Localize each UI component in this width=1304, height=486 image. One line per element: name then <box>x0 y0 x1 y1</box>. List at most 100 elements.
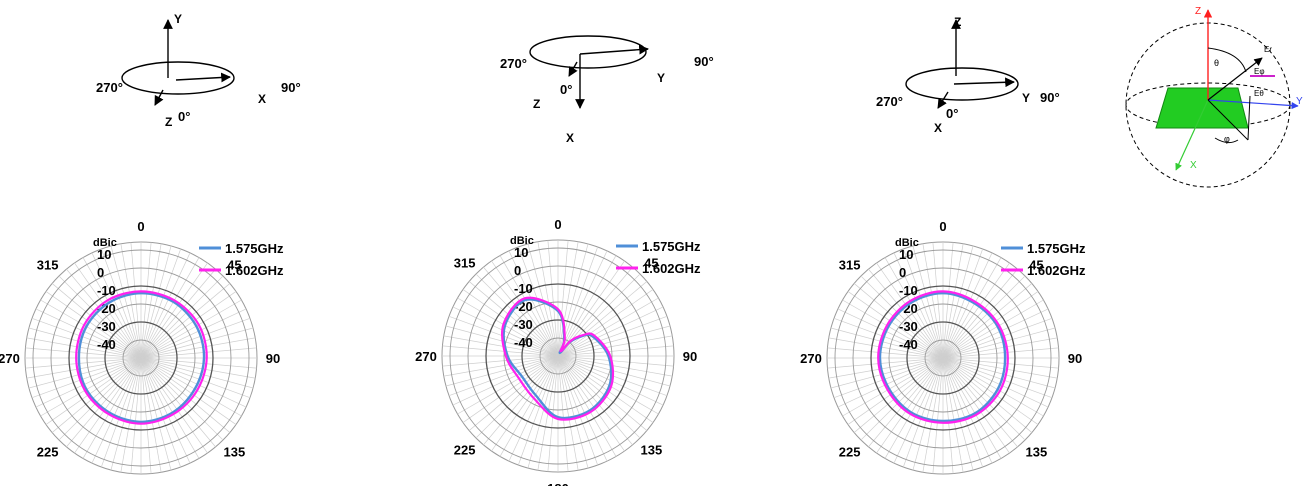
rotation-ring <box>905 67 1019 101</box>
angle-spoke <box>26 357 142 379</box>
angle-spoke <box>942 243 964 359</box>
angle-spoke <box>932 357 944 474</box>
angle-spoke <box>457 297 559 357</box>
orientation-diagram-1: Y X Z 270° 0° 90° <box>96 12 301 129</box>
angle-label: 0 <box>554 217 561 232</box>
angle-spoke <box>140 347 257 359</box>
polar-chart-3: 100-10-20-30-40dBic045901351802252703151… <box>800 219 1086 486</box>
polar-chart-1: 100-10-20-30-40dBic045901351802252703151… <box>0 219 284 486</box>
angle-label: 45 <box>1029 258 1043 273</box>
angle-spoke <box>491 355 559 452</box>
angle-spoke <box>837 357 944 408</box>
angle-spoke <box>860 357 944 441</box>
angle-spoke <box>140 268 216 359</box>
angle-spoke <box>557 241 579 357</box>
angle-spoke <box>942 357 1010 454</box>
angle-spoke <box>942 357 993 464</box>
angle-label: 90 <box>266 351 280 366</box>
angle-spoke <box>902 248 944 359</box>
angle-spoke <box>557 250 608 357</box>
angle-label: 90 <box>1068 351 1082 366</box>
angle-spoke <box>462 355 559 423</box>
angle-spoke <box>35 357 142 408</box>
angle-spoke <box>942 357 974 471</box>
angle-spoke <box>942 291 1039 359</box>
angle-spoke <box>462 289 559 357</box>
angle-spoke <box>140 327 254 359</box>
angle-spoke <box>557 260 625 357</box>
front-axis-arrow <box>568 61 578 77</box>
angle-spoke <box>842 299 944 359</box>
angle-spoke <box>893 252 944 359</box>
angle-spoke <box>448 355 559 397</box>
angle-label: 45 <box>227 258 241 273</box>
legend-label-2: 1.602GHz <box>1027 263 1086 278</box>
right-axis-arrow <box>579 44 649 55</box>
front-axis-label: X <box>934 121 942 135</box>
angle-spoke <box>452 306 559 357</box>
angle-spoke <box>942 357 1056 389</box>
angle-spoke <box>557 355 608 462</box>
angle-spoke <box>860 275 944 359</box>
angle-spoke <box>557 355 633 446</box>
right-axis-label: X <box>258 92 266 106</box>
angle-spoke <box>942 357 1039 425</box>
green-plate <box>1155 87 1249 129</box>
angle-spoke <box>942 357 1044 417</box>
angle-label: 0 <box>137 219 144 234</box>
angle-spoke <box>557 355 654 423</box>
projection-line <box>1207 99 1249 141</box>
angle-spoke <box>827 347 944 359</box>
angle-spoke <box>942 337 1058 359</box>
series-line-1 <box>878 291 1007 423</box>
angle-spoke <box>82 257 142 359</box>
sphere-x-label: X <box>1190 160 1197 171</box>
radial-ring <box>834 249 1052 467</box>
vertical-drop <box>1247 95 1251 141</box>
radial-ring <box>68 285 214 431</box>
angle-spoke <box>847 357 944 425</box>
left-angle-label: 270° <box>876 94 903 109</box>
angle-spoke <box>527 355 559 469</box>
front-angle-label: 0° <box>946 106 958 121</box>
angle-label: 315 <box>37 258 59 273</box>
series-line-1 <box>77 291 206 424</box>
angle-spoke <box>25 347 142 359</box>
angle-spoke <box>140 242 152 359</box>
angle-spoke <box>58 357 142 441</box>
angle-spoke <box>140 291 237 359</box>
unit-label: dBic <box>510 235 534 247</box>
angle-label: 270 <box>800 351 822 366</box>
angle-label: 225 <box>839 444 861 459</box>
radial-ring <box>906 321 980 395</box>
angle-spoke <box>922 243 944 359</box>
angle-spoke <box>91 252 142 359</box>
angle-label: 135 <box>223 444 245 459</box>
angle-spoke <box>140 357 237 425</box>
up-axis-label: Z <box>954 15 961 29</box>
angle-spoke <box>942 299 1044 359</box>
right-axis-arrow <box>175 72 231 83</box>
angle-spoke <box>140 308 247 359</box>
angle-spoke <box>140 357 182 468</box>
angle-label: 225 <box>37 444 59 459</box>
sphere-y-label: Y <box>1296 96 1303 107</box>
angle-spoke <box>942 357 1058 379</box>
angle-spoke <box>912 245 944 359</box>
legend-label-1: 1.575GHz <box>1027 241 1086 256</box>
series-line-2 <box>877 290 1009 424</box>
left-angle-label: 270° <box>500 56 527 71</box>
orientation-diagram-2: Y Z X 270° 0° 90° <box>500 35 714 145</box>
angle-spoke <box>557 355 641 439</box>
angle-spoke <box>942 252 993 359</box>
angle-spoke <box>26 337 142 359</box>
angle-spoke <box>876 357 944 454</box>
angle-spoke <box>66 357 142 448</box>
legend-label-2: 1.602GHz <box>642 261 701 276</box>
angle-spoke <box>884 357 944 459</box>
angle-spoke <box>902 357 944 468</box>
angle-spoke <box>31 357 142 399</box>
angle-spoke <box>942 357 1002 459</box>
radial-tick-label: -30 <box>514 317 533 332</box>
